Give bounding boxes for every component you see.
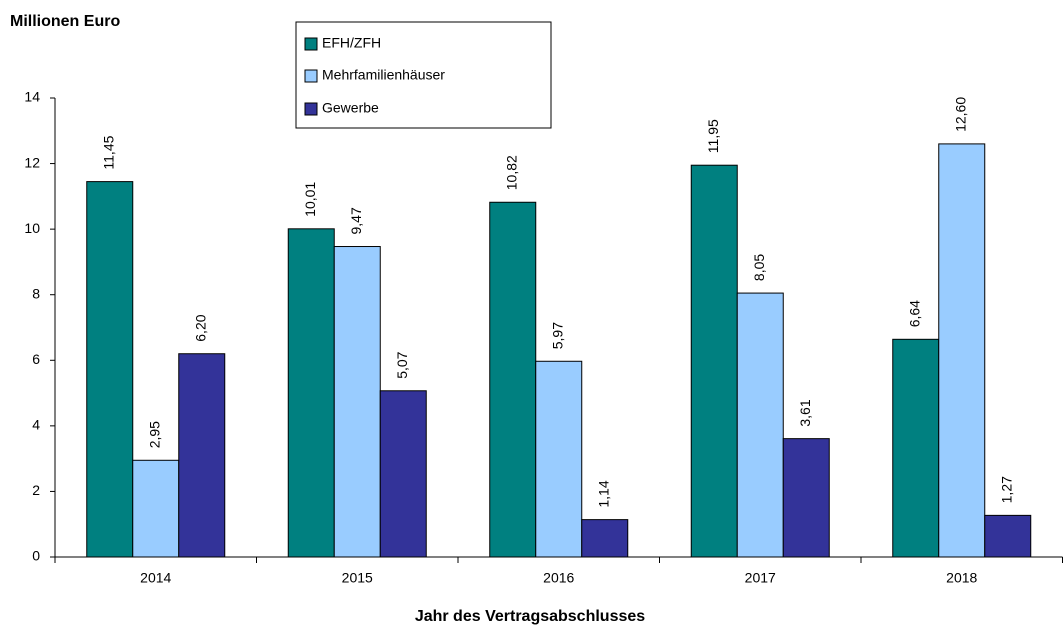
bar (984, 514, 1032, 558)
bar (379, 390, 427, 558)
data-label: 1,14 (595, 480, 611, 507)
x-tick-label: 2017 (745, 570, 776, 586)
data-label: 5,97 (549, 322, 565, 349)
bar (489, 201, 537, 558)
data-label: 1,27 (998, 476, 1014, 503)
bar (938, 143, 986, 558)
x-tick-label: 2015 (342, 570, 373, 586)
legend-swatch (304, 69, 318, 83)
data-label: 11,45 (100, 135, 116, 169)
bar (892, 338, 940, 558)
legend-box (295, 21, 552, 129)
legend-swatch (304, 37, 318, 51)
data-label: 6,64 (906, 300, 922, 327)
bar (736, 292, 784, 558)
y-tick-label: 4 (32, 417, 40, 433)
x-tick-label: 2014 (140, 570, 171, 586)
data-label: 3,61 (797, 399, 813, 426)
x-tick-label: 2016 (543, 570, 574, 586)
bar (333, 246, 381, 558)
bar (581, 519, 629, 558)
bar (287, 228, 335, 558)
y-tick-label: 6 (32, 351, 40, 367)
legend-swatch (304, 102, 318, 116)
bar (535, 360, 583, 558)
y-tick-label: 10 (24, 220, 40, 236)
chart-title: Millionen Euro (10, 13, 120, 30)
bar (178, 353, 226, 558)
data-label: 8,05 (751, 254, 767, 281)
y-tick-label: 0 (32, 548, 40, 564)
bar (782, 438, 830, 558)
y-tick-label: 14 (24, 89, 40, 105)
legend-label: EFH/ZFH (322, 35, 381, 51)
legend-label: Gewerbe (322, 100, 379, 116)
legend-label: Mehrfamilienhäuser (322, 67, 445, 83)
x-tick-label: 2018 (946, 570, 977, 586)
data-label: 10,82 (503, 155, 519, 190)
data-label: 11,95 (705, 119, 721, 153)
data-label: 5,07 (394, 351, 410, 378)
y-tick-label: 2 (32, 482, 40, 498)
data-label: 12,60 (952, 97, 968, 132)
data-label: 10,01 (302, 182, 318, 217)
data-label: 2,95 (146, 421, 162, 448)
bar (690, 164, 738, 558)
data-label: 9,47 (348, 207, 364, 234)
bar (86, 181, 134, 558)
x-axis-label: Jahr des Vertragsabschlusses (415, 608, 645, 625)
y-tick-label: 12 (24, 154, 40, 170)
data-label: 6,20 (192, 314, 208, 341)
y-tick-label: 8 (32, 285, 40, 301)
bar (132, 459, 180, 558)
